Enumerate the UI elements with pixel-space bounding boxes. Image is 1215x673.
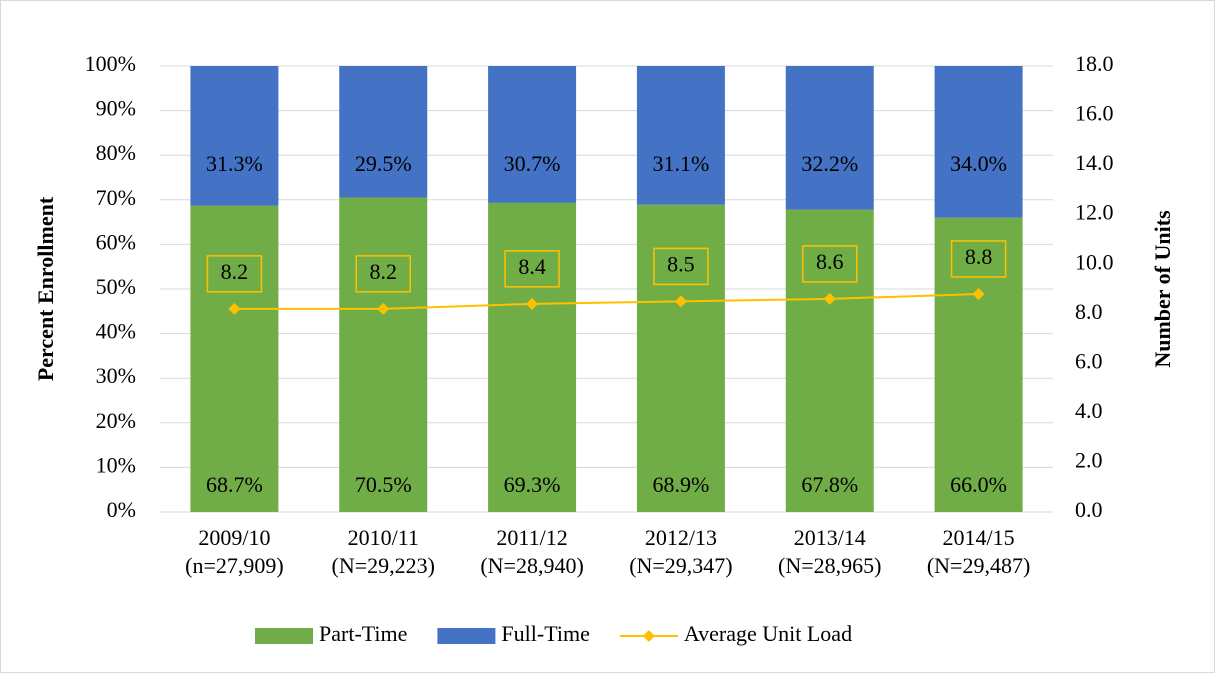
data-label: 67.8% xyxy=(801,472,858,497)
data-label: 8.6 xyxy=(816,249,844,274)
y2-tick-label: 10.0 xyxy=(1075,249,1114,274)
data-label: 8.2 xyxy=(221,259,249,284)
x-tick-label: (N=29,223) xyxy=(332,553,435,578)
y-tick-label: 10% xyxy=(96,452,136,477)
x-tick-label: 2011/12 xyxy=(496,525,567,550)
y2-tick-label: 6.0 xyxy=(1075,348,1103,373)
x-tick-label: (n=27,909) xyxy=(185,553,284,578)
data-label-box xyxy=(355,255,411,293)
data-label: 69.3% xyxy=(504,472,561,497)
x-tick-label: (N=28,965) xyxy=(778,553,881,578)
data-label: 8.5 xyxy=(667,251,695,276)
line-marker xyxy=(674,295,687,308)
data-label: 66.0% xyxy=(950,472,1007,497)
y-axis-title: Percent Enrollment xyxy=(33,196,58,381)
data-label: 34.0% xyxy=(950,151,1007,176)
line-marker xyxy=(526,297,539,310)
data-label-box xyxy=(802,245,858,283)
data-label: 29.5% xyxy=(355,151,412,176)
y2-axis-title: Number of Units xyxy=(1150,210,1175,368)
y-tick-label: 90% xyxy=(96,96,136,121)
y2-tick-label: 2.0 xyxy=(1075,447,1103,472)
data-label: 70.5% xyxy=(355,472,412,497)
bar-segment xyxy=(190,66,279,206)
y-tick-label: 70% xyxy=(96,185,136,210)
y-tick-label: 60% xyxy=(96,229,136,254)
line xyxy=(234,292,979,310)
data-label-box xyxy=(950,240,1007,278)
y2-tick-label: 12.0 xyxy=(1075,200,1114,225)
x-tick-label: 2009/10 xyxy=(198,525,270,550)
data-label: 68.9% xyxy=(653,472,710,497)
y2-tick-label: 16.0 xyxy=(1075,101,1114,126)
bar-segment xyxy=(636,66,725,205)
data-label: 68.7% xyxy=(206,472,263,497)
bar-segment xyxy=(785,66,874,210)
y2-tick-label: 14.0 xyxy=(1075,150,1114,175)
data-label: 31.1% xyxy=(653,151,710,176)
y-tick-label: 40% xyxy=(96,319,136,344)
x-tick-label: 2010/11 xyxy=(348,525,419,550)
line-marker xyxy=(823,292,836,305)
y-tick-label: 80% xyxy=(96,140,136,165)
y2-tick-label: 8.0 xyxy=(1075,299,1103,324)
y2-tick-label: 4.0 xyxy=(1075,398,1103,423)
legend-marker xyxy=(642,630,655,642)
bar-segment xyxy=(339,66,428,198)
legend-label: Full-Time xyxy=(501,621,589,646)
y-tick-label: 50% xyxy=(96,274,136,299)
data-label: 8.4 xyxy=(518,254,546,279)
legend-swatch xyxy=(255,628,313,644)
x-tick-label: (N=28,940) xyxy=(480,553,583,578)
legend-label: Average Unit Load xyxy=(684,621,852,646)
y-tick-label: 0% xyxy=(107,497,136,522)
bar-segment xyxy=(488,66,577,203)
y2-tick-label: 18.0 xyxy=(1075,51,1114,76)
bar-segment xyxy=(785,209,874,512)
legend-swatch xyxy=(437,628,496,644)
data-label: 32.2% xyxy=(801,151,858,176)
x-tick-label: 2012/13 xyxy=(645,525,717,550)
bar-segment xyxy=(488,202,577,512)
x-tick-label: (N=29,487) xyxy=(927,553,1030,578)
data-label-box xyxy=(504,250,560,288)
bar-segment xyxy=(190,205,279,512)
data-label: 31.3% xyxy=(206,151,263,176)
x-tick-label: 2014/15 xyxy=(943,525,1015,550)
bar-segment xyxy=(339,197,428,512)
y-tick-label: 20% xyxy=(96,408,136,433)
data-label-box xyxy=(653,247,709,286)
data-label: 8.8 xyxy=(965,244,993,269)
y-tick-label: 30% xyxy=(96,363,136,388)
bar-segment xyxy=(636,204,725,512)
bar-segment xyxy=(934,66,1023,218)
x-tick-label: 2013/14 xyxy=(794,525,866,550)
legend-label: Part-Time xyxy=(319,621,407,646)
y-tick-label: 100% xyxy=(85,51,136,76)
data-label: 8.2 xyxy=(370,259,398,284)
data-label-box xyxy=(206,255,263,293)
line-marker xyxy=(972,287,985,300)
line-marker xyxy=(228,302,241,315)
line-marker xyxy=(377,302,390,315)
bar-segment xyxy=(934,217,1023,512)
data-label: 30.7% xyxy=(504,151,561,176)
y2-tick-label: 0.0 xyxy=(1075,497,1103,522)
x-tick-label: (N=29,347) xyxy=(629,553,732,578)
